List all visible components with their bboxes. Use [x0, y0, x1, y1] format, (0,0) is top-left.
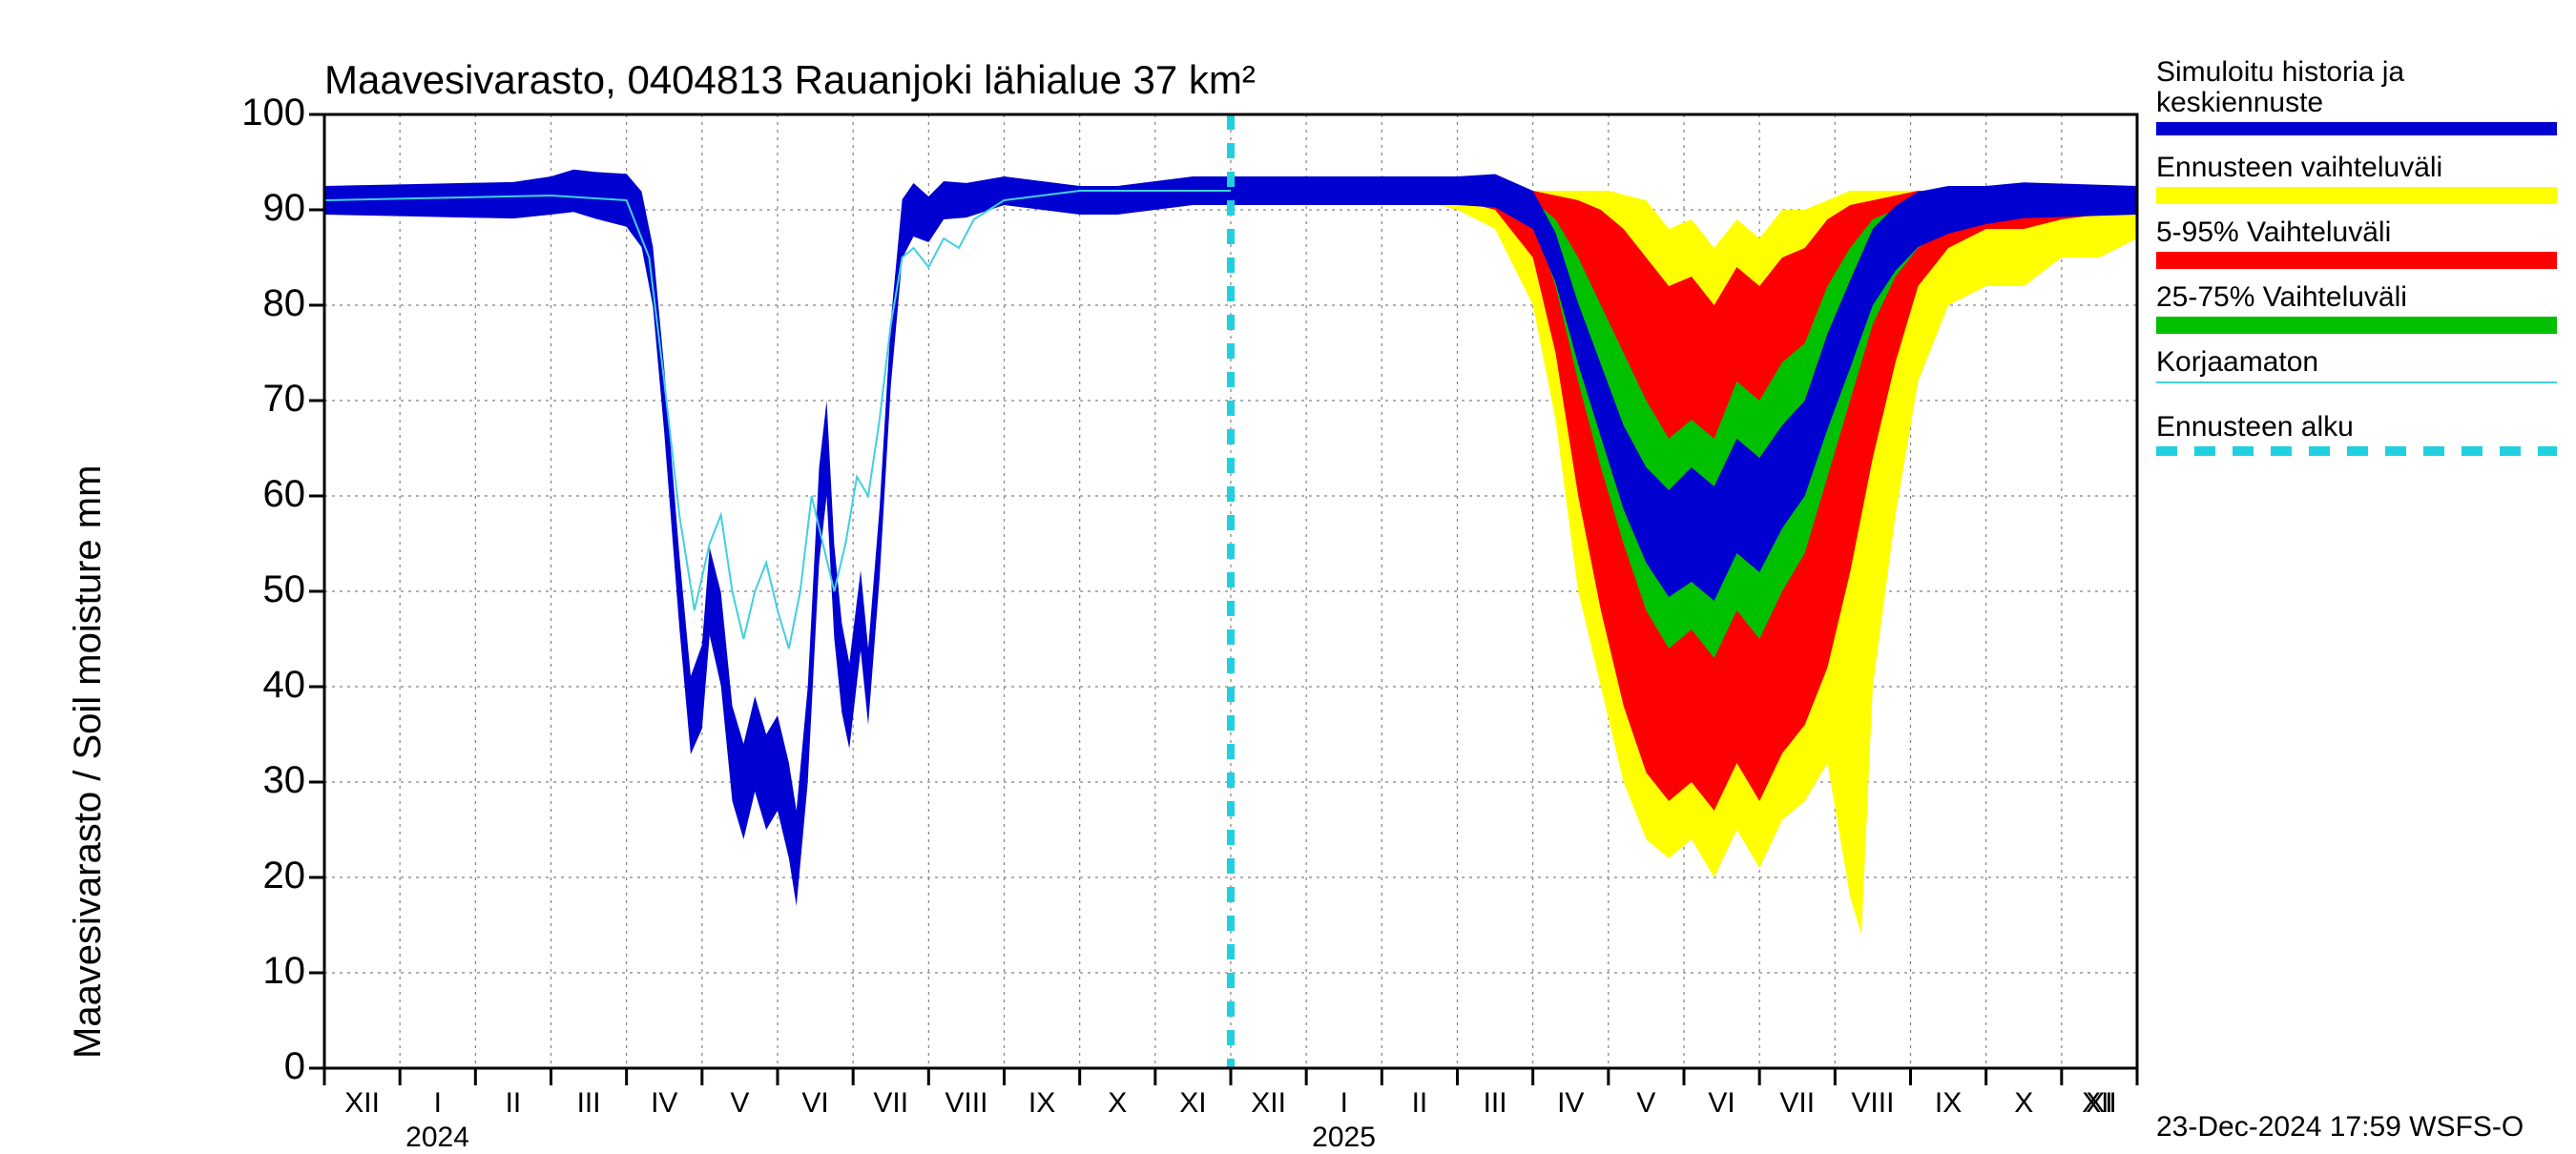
y-tick: 20: [210, 855, 305, 897]
legend-item-label: Ennusteen vaihteluväli: [2156, 153, 2442, 183]
x-year-label: 2024: [405, 1122, 469, 1154]
y-tick: 10: [210, 950, 305, 993]
x-tick-month: VII: [873, 1087, 908, 1120]
footer-timestamp: 23-Dec-2024 17:59 WSFS-O: [2156, 1111, 2524, 1144]
legend-item-swatch: [2156, 122, 2557, 135]
x-tick-month: X: [1108, 1087, 1127, 1120]
x-tick-month: III: [1484, 1087, 1507, 1120]
x-tick-month: II: [1412, 1087, 1428, 1120]
y-tick: 60: [210, 473, 305, 516]
legend-item-swatch: [2156, 446, 2557, 456]
x-tick-month: VI: [801, 1087, 828, 1120]
chart-title: Maavesivarasto, 0404813 Rauanjoki lähial…: [324, 57, 1256, 103]
legend-item-label: Simuloitu historia ja keskiennuste: [2156, 57, 2404, 117]
x-year-label: 2025: [1312, 1122, 1376, 1154]
legend-item-label: 25-75% Vaihteluväli: [2156, 282, 2407, 313]
x-tick-month: XII: [1251, 1087, 1286, 1120]
x-tick-month: XII: [344, 1087, 380, 1120]
legend-item-label: 5-95% Vaihteluväli: [2156, 217, 2391, 248]
y-tick: 50: [210, 568, 305, 611]
y-tick: 90: [210, 187, 305, 230]
x-tick-month: IV: [651, 1087, 677, 1120]
x-tick-month: XI: [1179, 1087, 1206, 1120]
x-tick-month: III: [577, 1087, 601, 1120]
x-tick-month: V: [730, 1087, 749, 1120]
y-tick: 40: [210, 664, 305, 707]
x-tick-month: II: [506, 1087, 522, 1120]
x-tick-month: IX: [1028, 1087, 1055, 1120]
chart-stage: Maavesivarasto, 0404813 Rauanjoki lähial…: [0, 0, 2576, 1144]
y-tick: 0: [210, 1045, 305, 1088]
legend-item-swatch: [2156, 381, 2557, 383]
x-tick-month: IX: [1935, 1087, 1962, 1120]
x-tick-month: I: [1340, 1087, 1348, 1120]
legend-item-label: Ennusteen alku: [2156, 412, 2354, 443]
y-tick: 70: [210, 378, 305, 421]
x-tick-month: XII: [2082, 1087, 2117, 1120]
x-tick-month: VII: [1779, 1087, 1815, 1120]
legend-item-swatch: [2156, 187, 2557, 204]
x-tick-month: VIII: [1851, 1087, 1894, 1120]
x-tick-month: VIII: [945, 1087, 987, 1120]
y-tick: 100: [210, 92, 305, 134]
x-tick-month: IV: [1557, 1087, 1584, 1120]
x-tick-month: VI: [1708, 1087, 1735, 1120]
x-tick-month: I: [434, 1087, 442, 1120]
y-tick: 30: [210, 759, 305, 802]
legend-item-label: Korjaamaton: [2156, 347, 2318, 378]
legend-item-swatch: [2156, 317, 2557, 334]
x-tick-month: X: [2014, 1087, 2033, 1120]
x-tick-month: V: [1636, 1087, 1655, 1120]
y-axis-label: Maavesivarasto / Soil moisture mm: [67, 465, 110, 1059]
legend-item-swatch: [2156, 252, 2557, 269]
y-tick: 80: [210, 282, 305, 325]
